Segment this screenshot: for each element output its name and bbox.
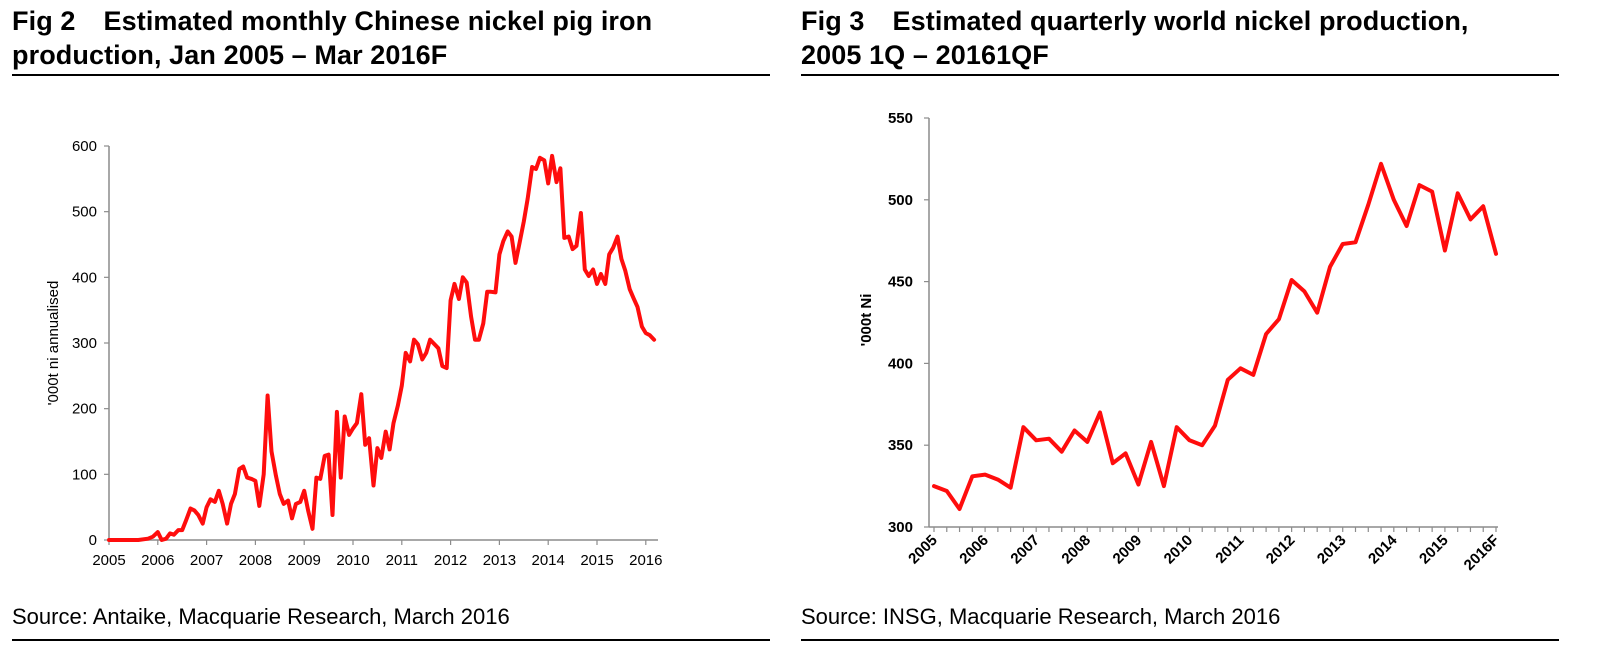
figure-3-title-line2: 2005 1Q – 20161QF bbox=[801, 40, 1049, 70]
chart-right-y-axis-label: '000t Ni bbox=[858, 294, 875, 347]
chart-left-x-tick-label: 2006 bbox=[141, 552, 174, 569]
chart-left-y-ticks: 0 100 200 300 400 500 600 bbox=[72, 138, 109, 549]
figure-2-title-line1: Estimated monthly Chinese nickel pig iro… bbox=[103, 6, 653, 36]
figure-2-source: Source: Antaike, Macquarie Research, Mar… bbox=[12, 604, 510, 629]
chart-right-y-tick-label: 400 bbox=[888, 355, 913, 372]
chart-left-y-tick-label: 300 bbox=[72, 335, 97, 352]
chart-right-x-tick-label: 2010 bbox=[1161, 532, 1197, 568]
chart-left-x-tick-label: 2010 bbox=[336, 552, 369, 569]
chart-right-x-tick-label: 2008 bbox=[1058, 532, 1094, 568]
chart-left-y-tick-label: 500 bbox=[72, 204, 97, 221]
chart-right-x-tick-label: 2011 bbox=[1212, 532, 1247, 567]
figure-2-number: Fig 2 bbox=[12, 6, 76, 36]
chart-right-x-tick-label: 2006 bbox=[956, 532, 992, 568]
figure-2-chart: 0 100 200 300 400 500 600 2005 2006 2007 2008 2009… bbox=[45, 138, 662, 569]
chart-left-y-tick-label: 100 bbox=[72, 466, 97, 483]
chart-right-y-tick-label: 350 bbox=[888, 437, 913, 454]
chart-left-y-tick-label: 400 bbox=[72, 269, 97, 286]
figure-2-title: Fig 2 Estimated monthly Chinese nickel pi… bbox=[12, 4, 770, 72]
figure-2-panel: Fig 2 Estimated monthly Chinese nickel pi… bbox=[12, 0, 770, 664]
figure-3-title-line1: Estimated quarterly world nickel product… bbox=[892, 6, 1469, 36]
figure-2-top-rule bbox=[12, 74, 770, 76]
figure-3-top-rule bbox=[801, 74, 1559, 76]
chart-right-y-ticks: 300 350 400 450 500 550 bbox=[888, 110, 929, 536]
chart-right-x-tick-label: 2015 bbox=[1416, 532, 1452, 568]
chart-left-y-tick-label: 0 bbox=[89, 532, 97, 549]
chart-left-x-tick-label: 2005 bbox=[92, 552, 125, 569]
chart-right-x-tick-label: 2014 bbox=[1365, 531, 1401, 567]
chart-right-y-tick-label: 450 bbox=[888, 274, 913, 291]
chart-left-x-tick-label: 2013 bbox=[483, 552, 516, 569]
chart-right-x-tick-label: 2005 bbox=[905, 532, 941, 568]
chart-right-series-line bbox=[932, 161, 1498, 511]
chart-right-y-tick-label: 550 bbox=[888, 110, 913, 127]
chart-left-x-tick-label: 2009 bbox=[288, 552, 321, 569]
chart-right-x-tick-label: 2012 bbox=[1263, 532, 1299, 568]
chart-right-x-tick-label: 2007 bbox=[1007, 532, 1043, 568]
chart-right-y-tick-label: 300 bbox=[888, 519, 913, 536]
figure-3-title: Fig 3 Estimated quarterly world nickel pr… bbox=[801, 4, 1559, 72]
chart-right-x-tick-label: 2009 bbox=[1110, 532, 1146, 568]
chart-left-x-tick-label: 2014 bbox=[532, 552, 565, 569]
chart-right-x-tick-label: 2016F bbox=[1461, 532, 1503, 574]
chart-right-x-tick-label: 2013 bbox=[1314, 532, 1350, 568]
figure-2-bottom-rule bbox=[12, 639, 770, 641]
chart-left-x-tick-label: 2007 bbox=[190, 552, 223, 569]
figure-3-bottom-rule bbox=[801, 639, 1559, 641]
chart-right-x-ticks: 2005 2006 2007 2008 2009 2010 2011 2012 2013 2014… bbox=[905, 527, 1503, 574]
figure-3-number: Fig 3 bbox=[801, 6, 865, 36]
figure-3-panel: Fig 3 Estimated quarterly world nickel pr… bbox=[801, 0, 1559, 664]
chart-left-y-tick-label: 200 bbox=[72, 401, 97, 418]
chart-left-y-tick-label: 600 bbox=[72, 138, 97, 155]
figure-3-source: Source: INSG, Macquarie Research, March … bbox=[801, 604, 1281, 629]
chart-left-x-tick-label: 2012 bbox=[434, 552, 467, 569]
figure-2-title-line2: production, Jan 2005 – Mar 2016F bbox=[12, 40, 448, 70]
chart-left-x-tick-label: 2011 bbox=[386, 552, 418, 569]
chart-left-x-tick-label: 2015 bbox=[580, 552, 613, 569]
chart-left-x-ticks: 2005 2006 2007 2008 2009 2010 2011 2012 2013 2014… bbox=[92, 540, 662, 569]
chart-left-series-line bbox=[107, 153, 657, 542]
chart-left-y-axis-label: '000t ni annualised bbox=[45, 281, 62, 406]
chart-right-y-tick-label: 500 bbox=[888, 192, 913, 209]
chart-left-x-tick-label: 2008 bbox=[239, 552, 272, 569]
chart-left-x-tick-label: 2016 bbox=[629, 552, 662, 569]
